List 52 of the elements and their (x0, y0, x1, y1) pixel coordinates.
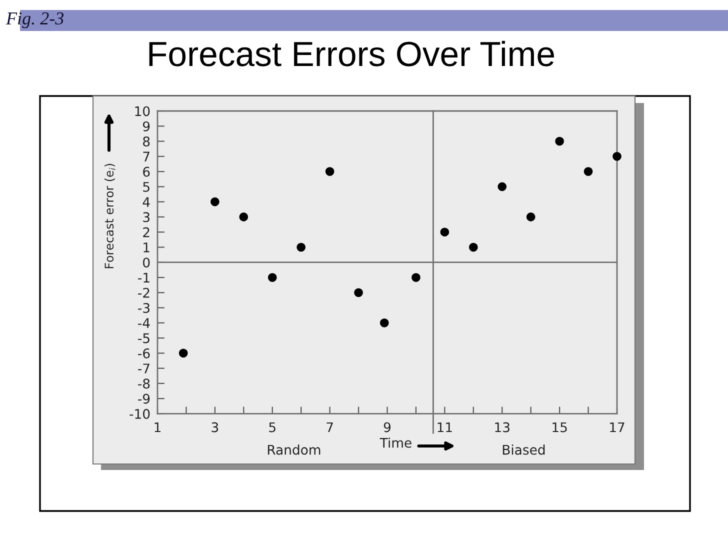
y-tick-label: 3 (143, 212, 150, 222)
x-tick-label: 11 (438, 422, 452, 432)
point (268, 273, 277, 282)
point (469, 242, 478, 252)
y-tick-label: 4 (142, 197, 150, 207)
y-tick-label: -3 (138, 302, 150, 313)
caption: Fig. 2-3 (6, 12, 64, 28)
y-tick-label: 1 (144, 242, 150, 252)
y-tick-label: 0 (143, 258, 150, 268)
x-tick-label: 5 (269, 422, 276, 432)
y-tick-label: -6 (138, 348, 150, 358)
y-tick-label: 2 (143, 227, 150, 238)
y-tick-label: 10 (135, 106, 150, 116)
y-tick-label: 6 (143, 166, 150, 177)
y-tick-label: -4 (138, 318, 150, 328)
y-tick-label: -2 (138, 288, 150, 298)
point (178, 348, 188, 358)
text: Random (268, 444, 320, 455)
point (354, 288, 363, 298)
y-tick-label: -8 (138, 378, 150, 389)
point (380, 318, 389, 328)
y-tick-label: 8 (143, 136, 150, 146)
y-tick-label: -9 (138, 394, 150, 404)
y-tick-label: 9 (142, 121, 150, 132)
x-tick-label: 1 (154, 422, 160, 432)
x-tick-label: 3 (212, 422, 218, 432)
x-tick-label: 9 (384, 422, 391, 432)
x-tick-label: 7 (326, 422, 333, 432)
point (239, 212, 248, 222)
y-tick-label: 5 (143, 182, 150, 192)
y-tick-label: -10 (130, 408, 150, 419)
y-tick-label: -5 (138, 333, 150, 344)
point (210, 197, 220, 206)
y-tick-label: -1 (138, 272, 150, 282)
y-axis-title: Forecast error (e$_{i}$) (104, 164, 116, 268)
chart-title: Forecast Errors Over Time (149, 40, 554, 66)
point (612, 152, 622, 161)
text: Biased (502, 444, 545, 455)
point (584, 167, 593, 176)
x-tick-label: 13 (495, 422, 510, 432)
x-axis-title: Time (380, 438, 412, 448)
point (412, 273, 420, 282)
y-tick-label: -7 (138, 364, 150, 374)
x-tick-label: 15 (552, 422, 567, 432)
point (325, 167, 334, 176)
point (296, 242, 306, 252)
point (555, 136, 564, 146)
point (498, 182, 507, 192)
point (526, 212, 536, 222)
point (440, 228, 450, 236)
x-tick-label: 17 (610, 422, 624, 432)
y-tick-label: 7 (143, 152, 150, 162)
